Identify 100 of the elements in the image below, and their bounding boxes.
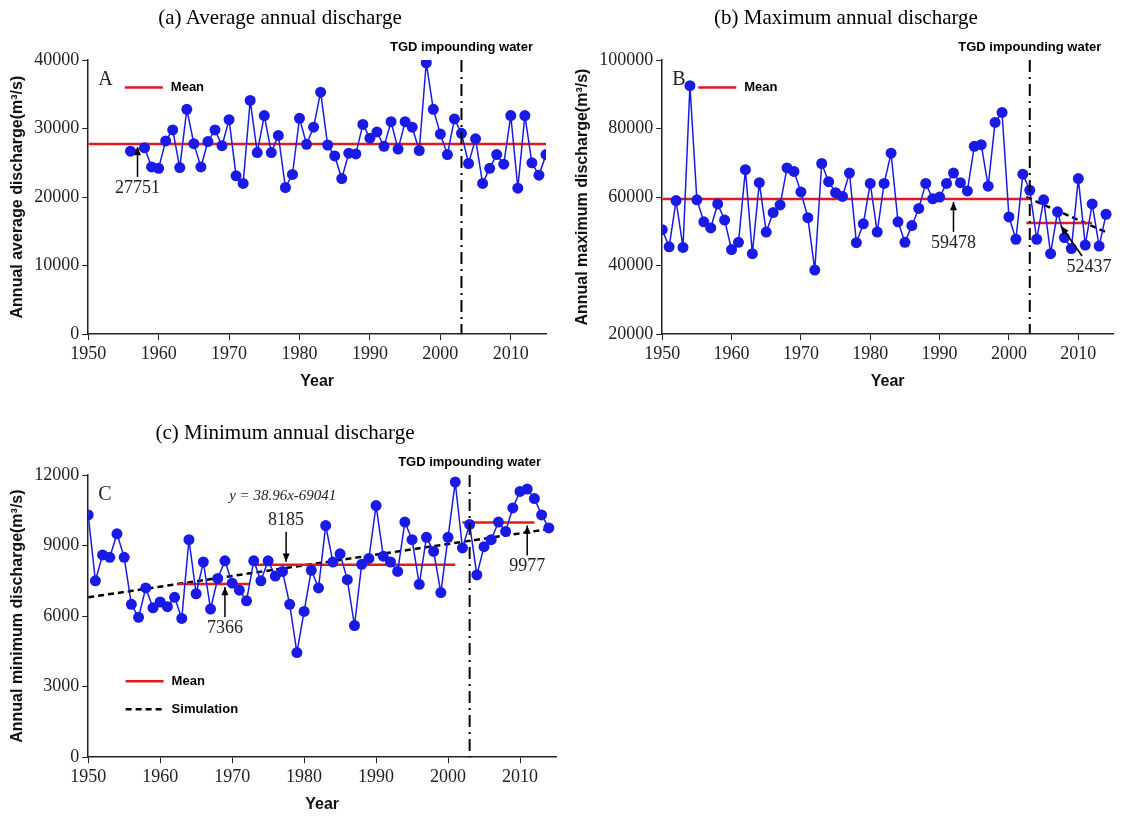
- point: [265, 147, 277, 159]
- y-tick-label: 100000: [599, 48, 654, 69]
- annotation: 59478: [930, 231, 976, 252]
- chart-title: (b) Maximum annual discharge: [713, 4, 979, 31]
- x-axis-title: Year: [870, 371, 905, 389]
- y-tick-label: 80000: [608, 117, 654, 138]
- point: [237, 177, 249, 189]
- x-tick-label: 1990: [921, 342, 958, 363]
- point: [477, 177, 489, 189]
- y-axis-title: Annual minimum discharge(m³/s): [8, 489, 26, 743]
- point: [470, 133, 482, 145]
- point: [463, 158, 475, 170]
- point: [272, 129, 284, 141]
- point: [448, 113, 460, 125]
- y-tick-label: 12000: [34, 463, 80, 484]
- point: [286, 168, 298, 180]
- x-tick-label: 2010: [492, 342, 529, 363]
- y-tick-label: 40000: [608, 254, 654, 275]
- x-tick-label: 1970: [782, 342, 819, 363]
- y-tick-label: 6000: [43, 604, 80, 625]
- point: [202, 136, 214, 148]
- x-tick-label: 1980: [286, 765, 323, 786]
- y-axis-title: Annual average discharge(m³/s): [8, 75, 26, 319]
- y-tick-label: 60000: [608, 185, 654, 206]
- point: [413, 144, 425, 156]
- chart-title: (a) Average annual discharge: [157, 4, 403, 31]
- x-tick-label: 2000: [422, 342, 459, 363]
- annotation: B: [672, 67, 686, 90]
- point: [406, 121, 418, 133]
- point: [385, 116, 397, 128]
- point: [315, 86, 327, 98]
- point: [420, 60, 432, 69]
- point: [357, 118, 369, 130]
- point: [139, 142, 151, 154]
- point: [174, 162, 186, 174]
- ref-line-label: TGD impounding water: [389, 39, 533, 55]
- point: [223, 114, 235, 126]
- x-tick-label: 1960: [140, 342, 177, 363]
- x-tick-label: 1970: [211, 342, 248, 363]
- x-tick-label: 1990: [358, 765, 395, 786]
- x-tick-label: 1960: [713, 342, 750, 363]
- point: [434, 128, 446, 140]
- x-tick-label: 1980: [281, 342, 318, 363]
- x-tick-label: 2010: [502, 765, 539, 786]
- legend-label: Simulation: [171, 700, 239, 716]
- y-tick-label: 20000: [34, 185, 80, 206]
- x-tick-label: 1950: [70, 342, 107, 363]
- point: [124, 145, 136, 157]
- point: [392, 143, 404, 155]
- point: [371, 126, 383, 138]
- y-tick-label: 40000: [34, 48, 80, 69]
- legend-label: Mean: [744, 79, 778, 94]
- x-axis-title: Year: [300, 371, 335, 389]
- x-tick-label: 1950: [70, 765, 107, 786]
- point: [526, 157, 538, 169]
- x-tick-label: 1970: [214, 765, 251, 786]
- x-tick-label: 2000: [990, 342, 1027, 363]
- point: [491, 149, 503, 161]
- annotation: A: [98, 67, 114, 90]
- point: [216, 140, 228, 152]
- point: [519, 110, 531, 122]
- x-tick-label: 1960: [142, 765, 179, 786]
- y-tick-label: 9000: [43, 534, 80, 555]
- point: [484, 162, 496, 174]
- point: [329, 150, 341, 162]
- point: [258, 110, 270, 122]
- annotation: 9977: [509, 555, 546, 576]
- point: [301, 138, 313, 150]
- point: [350, 148, 362, 160]
- point: [279, 182, 291, 193]
- y-axis-title: Annual maximum discharge(m³/s): [573, 68, 591, 326]
- point: [293, 112, 305, 124]
- x-tick-label: 2000: [430, 765, 467, 786]
- annotation: 52437: [1066, 255, 1112, 276]
- point: [378, 140, 390, 152]
- point: [153, 162, 165, 174]
- point: [188, 138, 200, 150]
- point: [209, 124, 221, 136]
- point: [230, 170, 242, 182]
- point: [533, 169, 545, 181]
- point: [167, 124, 179, 136]
- point: [427, 103, 439, 115]
- point: [322, 139, 334, 151]
- point: [498, 158, 510, 170]
- point: [505, 110, 517, 122]
- point: [195, 161, 207, 173]
- point: [308, 121, 320, 133]
- legend-label: Mean: [171, 672, 205, 688]
- annotation: 7366: [206, 616, 243, 637]
- y-tick-label: 10000: [34, 254, 80, 275]
- annotation: 8185: [268, 509, 305, 530]
- chart-title: (c) Minimum annual discharge: [154, 419, 416, 446]
- point: [244, 94, 256, 106]
- y-tick-label: 20000: [608, 322, 654, 343]
- y-tick-label: 0: [70, 745, 80, 766]
- x-tick-label: 1950: [644, 342, 681, 363]
- x-axis-title: Year: [305, 794, 340, 812]
- y-tick-label: 0: [70, 322, 80, 343]
- point: [336, 173, 348, 185]
- x-tick-label: 1980: [852, 342, 889, 363]
